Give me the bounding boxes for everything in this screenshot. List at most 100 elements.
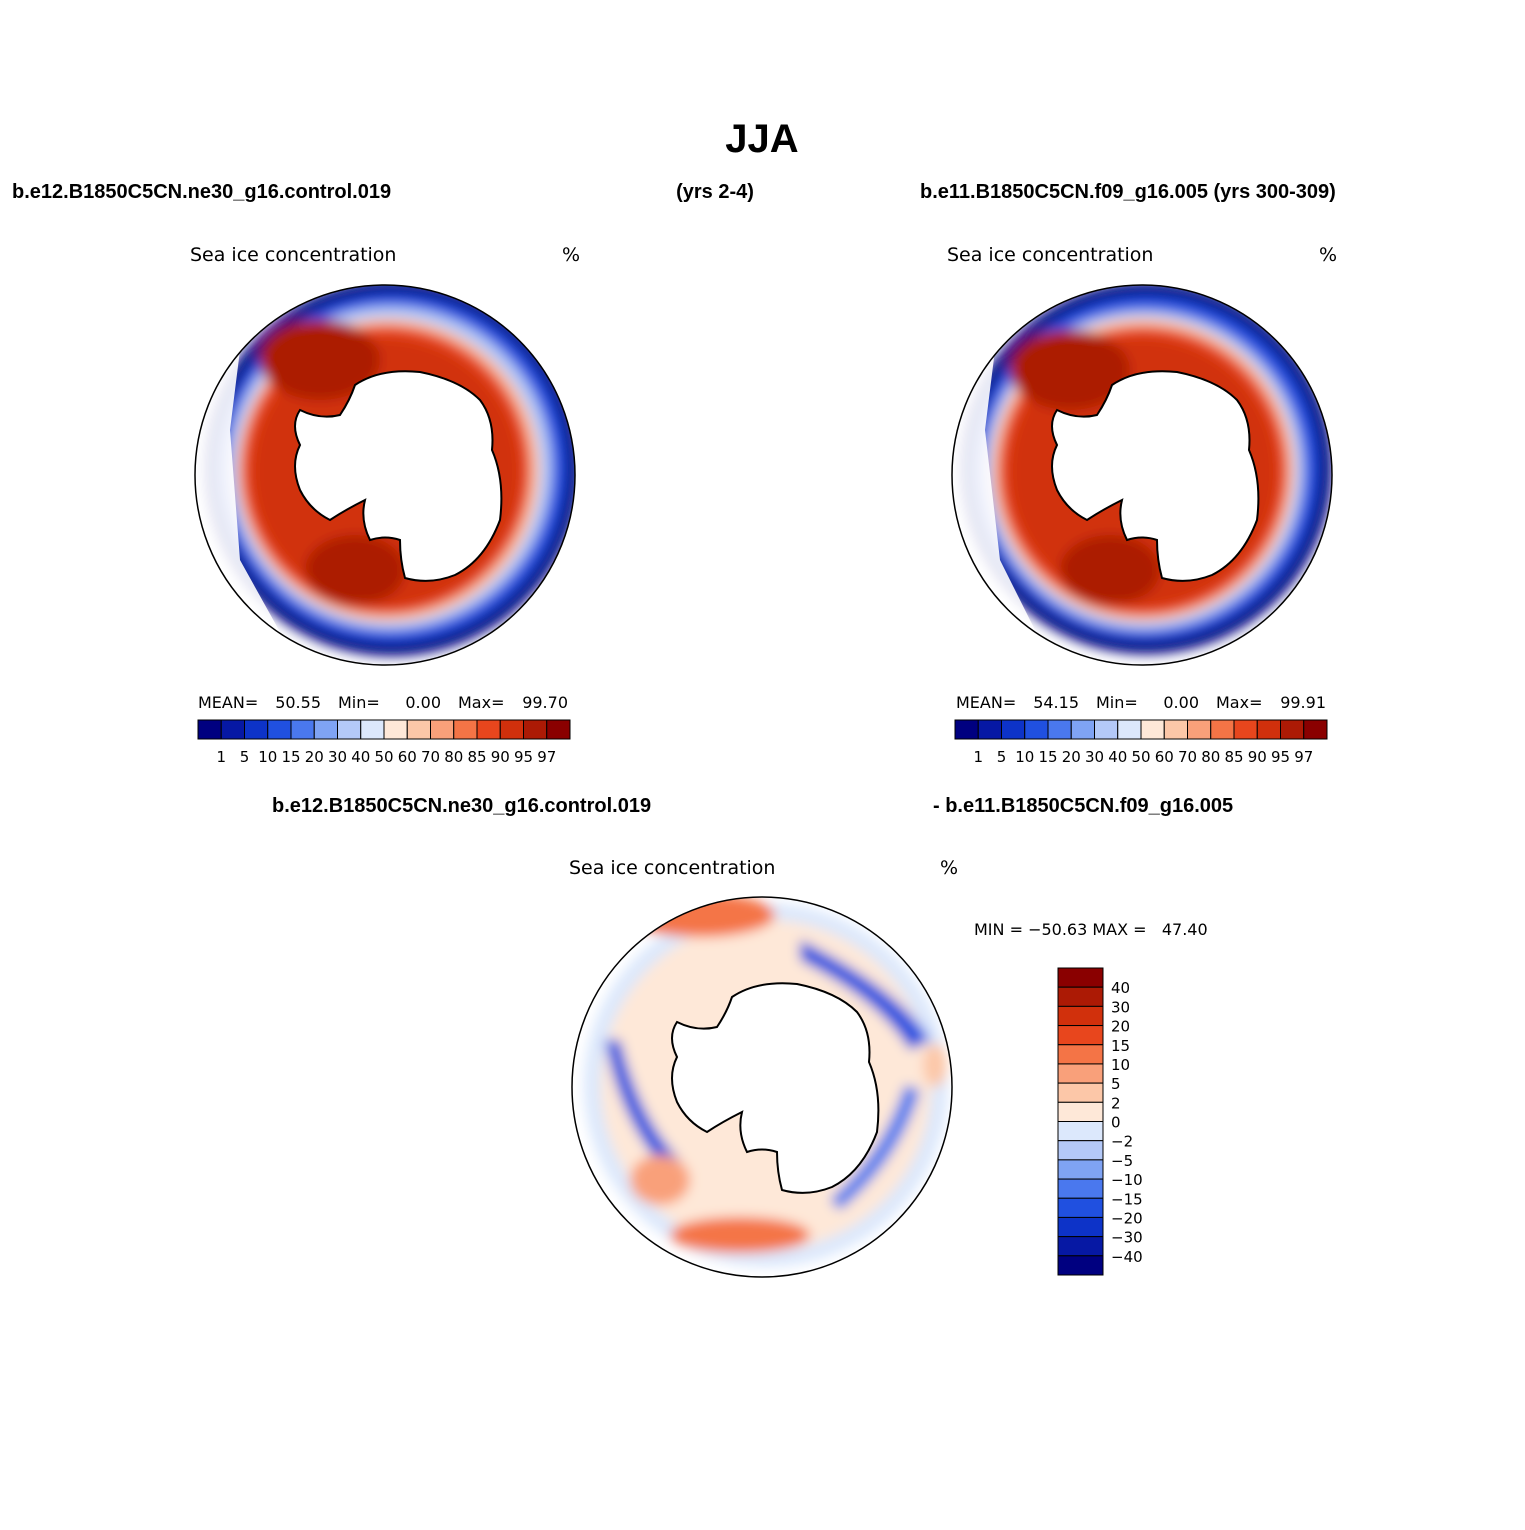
- colorbar-diff-tick: −15: [1111, 1190, 1143, 1208]
- header-left-case: b.e12.B1850C5CN.ne30_g16.control.019: [12, 181, 391, 203]
- colorbar-diff-box: [1057, 1197, 1104, 1218]
- colorbar-obs-tick: 60: [1155, 748, 1174, 766]
- colorbar-model-box: [290, 719, 315, 740]
- colorbar-obs-tick: 20: [1062, 748, 1081, 766]
- panel-obs-max-label: Max=: [1216, 693, 1262, 712]
- colorbar-obs-box: [954, 719, 979, 740]
- colorbar-model-tick: 1: [216, 748, 226, 766]
- colorbar-model-box: [267, 719, 292, 740]
- colorbar-diff-tick: −20: [1111, 1209, 1143, 1227]
- colorbar-obs-box: [977, 719, 1002, 740]
- colorbar-obs-tick: 97: [1294, 748, 1313, 766]
- colorbar-diff-tick: 0: [1111, 1114, 1121, 1132]
- colorbar-obs-tick: 10: [1015, 748, 1034, 766]
- colorbar-diff-box: [1057, 1216, 1104, 1238]
- colorbar-model-box: [476, 719, 501, 740]
- colorbar-model-tick: 95: [514, 748, 533, 766]
- colorbar-obs-box: [1140, 719, 1165, 740]
- antarctica-model: [294, 370, 503, 582]
- panel-obs-mean-label: MEAN=: [956, 693, 1016, 712]
- colorbar-model-box: [197, 719, 222, 740]
- colorbar-model-tick: 90: [491, 748, 510, 766]
- colorbar-diff-tick: −5: [1111, 1152, 1133, 1170]
- diff-minmax: MIN = −50.63 MAX = 47.40: [974, 920, 1208, 939]
- colorbar-model-tick: 85: [467, 748, 486, 766]
- panel-model-max-label: Max=: [458, 693, 504, 712]
- panel-model-mean: 50.55: [275, 693, 321, 712]
- antarctica-diff: [671, 982, 880, 1194]
- colorbar-model-tick: 80: [444, 748, 463, 766]
- colorbar-model-box: [546, 719, 571, 740]
- colorbar-diff-tick: 2: [1111, 1094, 1121, 1112]
- colorbar-diff-box: [1057, 967, 1104, 988]
- main-title: JJA: [725, 117, 798, 161]
- colorbar-obs-box: [1163, 719, 1188, 740]
- panel-model: Sea ice concentration % MEAN= 50.55 Min=: [190, 244, 580, 766]
- colorbar-model-box: [313, 719, 338, 740]
- colorbar-obs-box: [1303, 719, 1328, 740]
- colorbar-diff-tick: 10: [1111, 1056, 1130, 1074]
- colorbar-obs-tick: 1: [973, 748, 983, 766]
- colorbar-diff-tick: 30: [1111, 998, 1130, 1016]
- colorbar-model-tick: 5: [240, 748, 250, 766]
- colorbar-model-box: [523, 719, 548, 740]
- panel-model-units: %: [562, 244, 580, 266]
- colorbar-diff-box: [1057, 1178, 1104, 1199]
- colorbar-obs-box: [1024, 719, 1049, 740]
- colorbar-model-tick: 10: [258, 748, 277, 766]
- colorbar-obs-box: [1094, 719, 1119, 740]
- diff-title-left: b.e12.B1850C5CN.ne30_g16.control.019: [272, 795, 651, 817]
- colorbar-diff-tick: −10: [1111, 1171, 1143, 1189]
- polar-map-model: [195, 285, 575, 665]
- header-right-case: b.e11.B1850C5CN.f09_g16.005 (yrs 300-309…: [920, 181, 1336, 203]
- colorbar-obs-tick: 70: [1178, 748, 1197, 766]
- diff-var-label: Sea ice concentration: [569, 857, 775, 879]
- colorbar-diff-tick: −30: [1111, 1229, 1143, 1247]
- colorbar-obs-tick: 15: [1038, 748, 1057, 766]
- colorbar-diff-tick: 15: [1111, 1037, 1130, 1055]
- colorbar-obs-tick: 95: [1271, 748, 1290, 766]
- panel-model-min: 0.00: [405, 693, 441, 712]
- colorbar-obs-tick: 85: [1224, 748, 1243, 766]
- colorbar-model-tick: 20: [305, 748, 324, 766]
- panel-obs-min: 0.00: [1163, 693, 1199, 712]
- colorbar-obs-box: [1256, 719, 1281, 740]
- panel-diff: b.e12.B1850C5CN.ne30_g16.control.019 - b…: [272, 795, 1233, 1278]
- colorbar-obs-tick: 90: [1248, 748, 1267, 766]
- panel-model-min-label: Min=: [338, 693, 380, 712]
- colorbar-model-box: [499, 719, 524, 740]
- diff-units: %: [940, 857, 958, 879]
- colorbar-obs-tick: 40: [1108, 748, 1127, 766]
- colorbar-diff-box: [1057, 986, 1104, 1007]
- colorbar-model-box: [244, 719, 269, 740]
- colorbar-diff-box: [1057, 1236, 1104, 1257]
- panel-model-max: 99.70: [522, 693, 568, 712]
- colorbar-model-tick: 40: [351, 748, 370, 766]
- colorbar-obs: 1 5 10 15 20 30 40 50 60 70 80 85 90 95 97: [954, 719, 1328, 766]
- colorbar-model-box: [453, 719, 478, 740]
- panel-obs-mean: 54.15: [1033, 693, 1079, 712]
- panel-obs: Sea ice concentration % MEAN= 54.15 Min=…: [947, 244, 1337, 766]
- colorbar-obs-box: [1233, 719, 1258, 740]
- colorbar-diff-box: [1057, 1044, 1104, 1065]
- colorbar-diff-tick: 40: [1111, 979, 1130, 997]
- colorbar-model-box: [360, 719, 385, 740]
- colorbar-diff-tick: 20: [1111, 1018, 1130, 1036]
- colorbar-model-tick: 30: [328, 748, 347, 766]
- header-left-years: (yrs 2-4): [676, 181, 754, 203]
- polar-map-obs: [952, 285, 1332, 665]
- panel-obs-units: %: [1319, 244, 1337, 266]
- colorbar-model-box: [337, 719, 362, 740]
- colorbar-obs-box: [1187, 719, 1212, 740]
- colorbar-diff-box: [1057, 1025, 1104, 1046]
- colorbar-diff-box: [1057, 1159, 1104, 1180]
- colorbar-model: 1 5 10 15 20 30 40 50 60 70 80 85 90 95 97: [197, 719, 571, 766]
- colorbar-diff-box: [1057, 1101, 1104, 1122]
- diff-title-right: - b.e11.B1850C5CN.f09_g16.005: [933, 795, 1233, 817]
- colorbar-model-box: [430, 719, 455, 740]
- colorbar-model-tick: 50: [374, 748, 393, 766]
- colorbar-model-box: [383, 719, 408, 740]
- colorbar-obs-box: [1001, 719, 1026, 740]
